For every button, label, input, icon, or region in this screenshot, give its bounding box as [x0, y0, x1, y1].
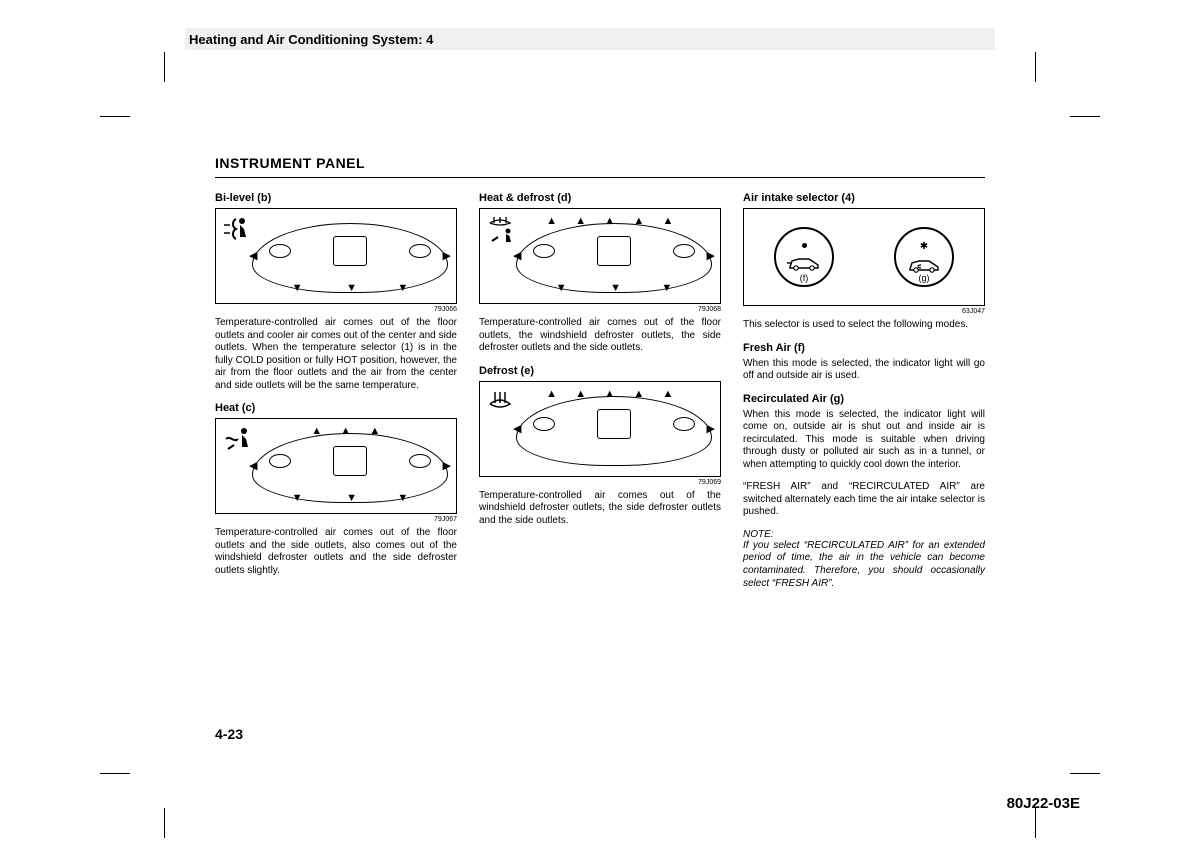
page-header: Heating and Air Conditioning System: 4 — [185, 28, 995, 50]
heatdefrost-heading: Heat & defrost (d) — [479, 192, 721, 204]
defrost-ref: 79J069 — [479, 479, 721, 486]
document-code: 80J22-03E — [1007, 795, 1080, 812]
dashboard-outline: ▲ ▲ ▲ ▼ ▼ ▼ ◀ ▶ — [252, 433, 448, 503]
car-outline-icon — [787, 254, 821, 272]
column-2: Heat & defrost (d) ▲ ▲ ▲ ▲ ▲ — [479, 192, 721, 601]
section-title: INSTRUMENT PANEL — [215, 155, 985, 171]
note-text: If you select “RECIRCULATED AIR” for an … — [743, 540, 985, 591]
page-content: INSTRUMENT PANEL Bi-level (b) ▼ ▼ ▼ — [215, 155, 985, 601]
crop-mark — [1070, 116, 1100, 117]
selector-label-g: (g) — [894, 273, 954, 283]
crop-mark — [100, 116, 130, 117]
crop-mark — [1070, 773, 1100, 774]
crop-mark — [164, 52, 165, 82]
indicator-light-icon: ✱ — [920, 241, 928, 252]
bilevel-mode-icon — [222, 215, 250, 243]
switch-text: “FRESH AIR” and “RECIRCULATED AIR” are s… — [743, 481, 985, 519]
selector-ref: 63J047 — [743, 308, 985, 315]
recirc-heading: Recirculated Air (g) — [743, 393, 985, 405]
crop-mark — [1035, 808, 1036, 838]
section-rule — [215, 177, 985, 178]
crop-mark — [164, 808, 165, 838]
selector-label-f: (f) — [774, 273, 834, 283]
heat-mode-icon — [222, 425, 250, 453]
recirc-air-button-wrap: ✱ (g) — [894, 227, 954, 287]
selector-diagram: (f) ✱ (g) — [743, 208, 985, 306]
heatdefrost-text: Temperature-controlled air comes out of … — [479, 317, 721, 355]
column-3: Air intake selector (4) (f) — [743, 192, 985, 601]
car-recirc-icon — [907, 256, 941, 274]
bilevel-ref: 79J066 — [215, 306, 457, 313]
selector-heading: Air intake selector (4) — [743, 192, 985, 204]
crop-mark — [1035, 52, 1036, 82]
heat-ref: 79J067 — [215, 516, 457, 523]
heatdefrost-diagram: ▲ ▲ ▲ ▲ ▲ ▼ ▼ ▼ ◀ ▶ — [479, 208, 721, 304]
note-label: NOTE: — [743, 529, 985, 540]
bilevel-diagram: ▼ ▼ ▼ ◀ ▶ — [215, 208, 457, 304]
defrost-mode-icon — [486, 388, 514, 416]
crop-mark — [100, 773, 130, 774]
defrost-text: Temperature-controlled air comes out of … — [479, 490, 721, 528]
bilevel-heading: Bi-level (b) — [215, 192, 457, 204]
heat-diagram: ▲ ▲ ▲ ▼ ▼ ▼ ◀ ▶ — [215, 418, 457, 514]
fresh-heading: Fresh Air (f) — [743, 342, 985, 354]
dashboard-outline: ▼ ▼ ▼ ◀ ▶ — [252, 223, 448, 293]
heat-heading: Heat (c) — [215, 402, 457, 414]
heatdefrost-ref: 79J068 — [479, 306, 721, 313]
dashboard-outline: ▲ ▲ ▲ ▲ ▲ ◀ ▶ — [516, 396, 712, 466]
defrost-heading: Defrost (e) — [479, 365, 721, 377]
fresh-air-button-wrap: (f) — [774, 227, 834, 287]
dashboard-outline: ▲ ▲ ▲ ▲ ▲ ▼ ▼ ▼ ◀ ▶ — [516, 223, 712, 293]
heat-text: Temperature-controlled air comes out of … — [215, 527, 457, 577]
defrost-diagram: ▲ ▲ ▲ ▲ ▲ ◀ ▶ — [479, 381, 721, 477]
columns: Bi-level (b) ▼ ▼ ▼ ◀ ▶ — [215, 192, 985, 601]
fresh-text: When this mode is selected, the indicato… — [743, 358, 985, 383]
selector-intro: This selector is used to select the foll… — [743, 319, 985, 332]
page-number: 4-23 — [215, 726, 243, 742]
bilevel-text: Temperature-controlled air comes out of … — [215, 317, 457, 392]
recirc-text: When this mode is selected, the indicato… — [743, 409, 985, 472]
heatdefrost-mode-icon — [486, 215, 514, 243]
column-1: Bi-level (b) ▼ ▼ ▼ ◀ ▶ — [215, 192, 457, 601]
page-header-title: Heating and Air Conditioning System: 4 — [189, 32, 433, 47]
